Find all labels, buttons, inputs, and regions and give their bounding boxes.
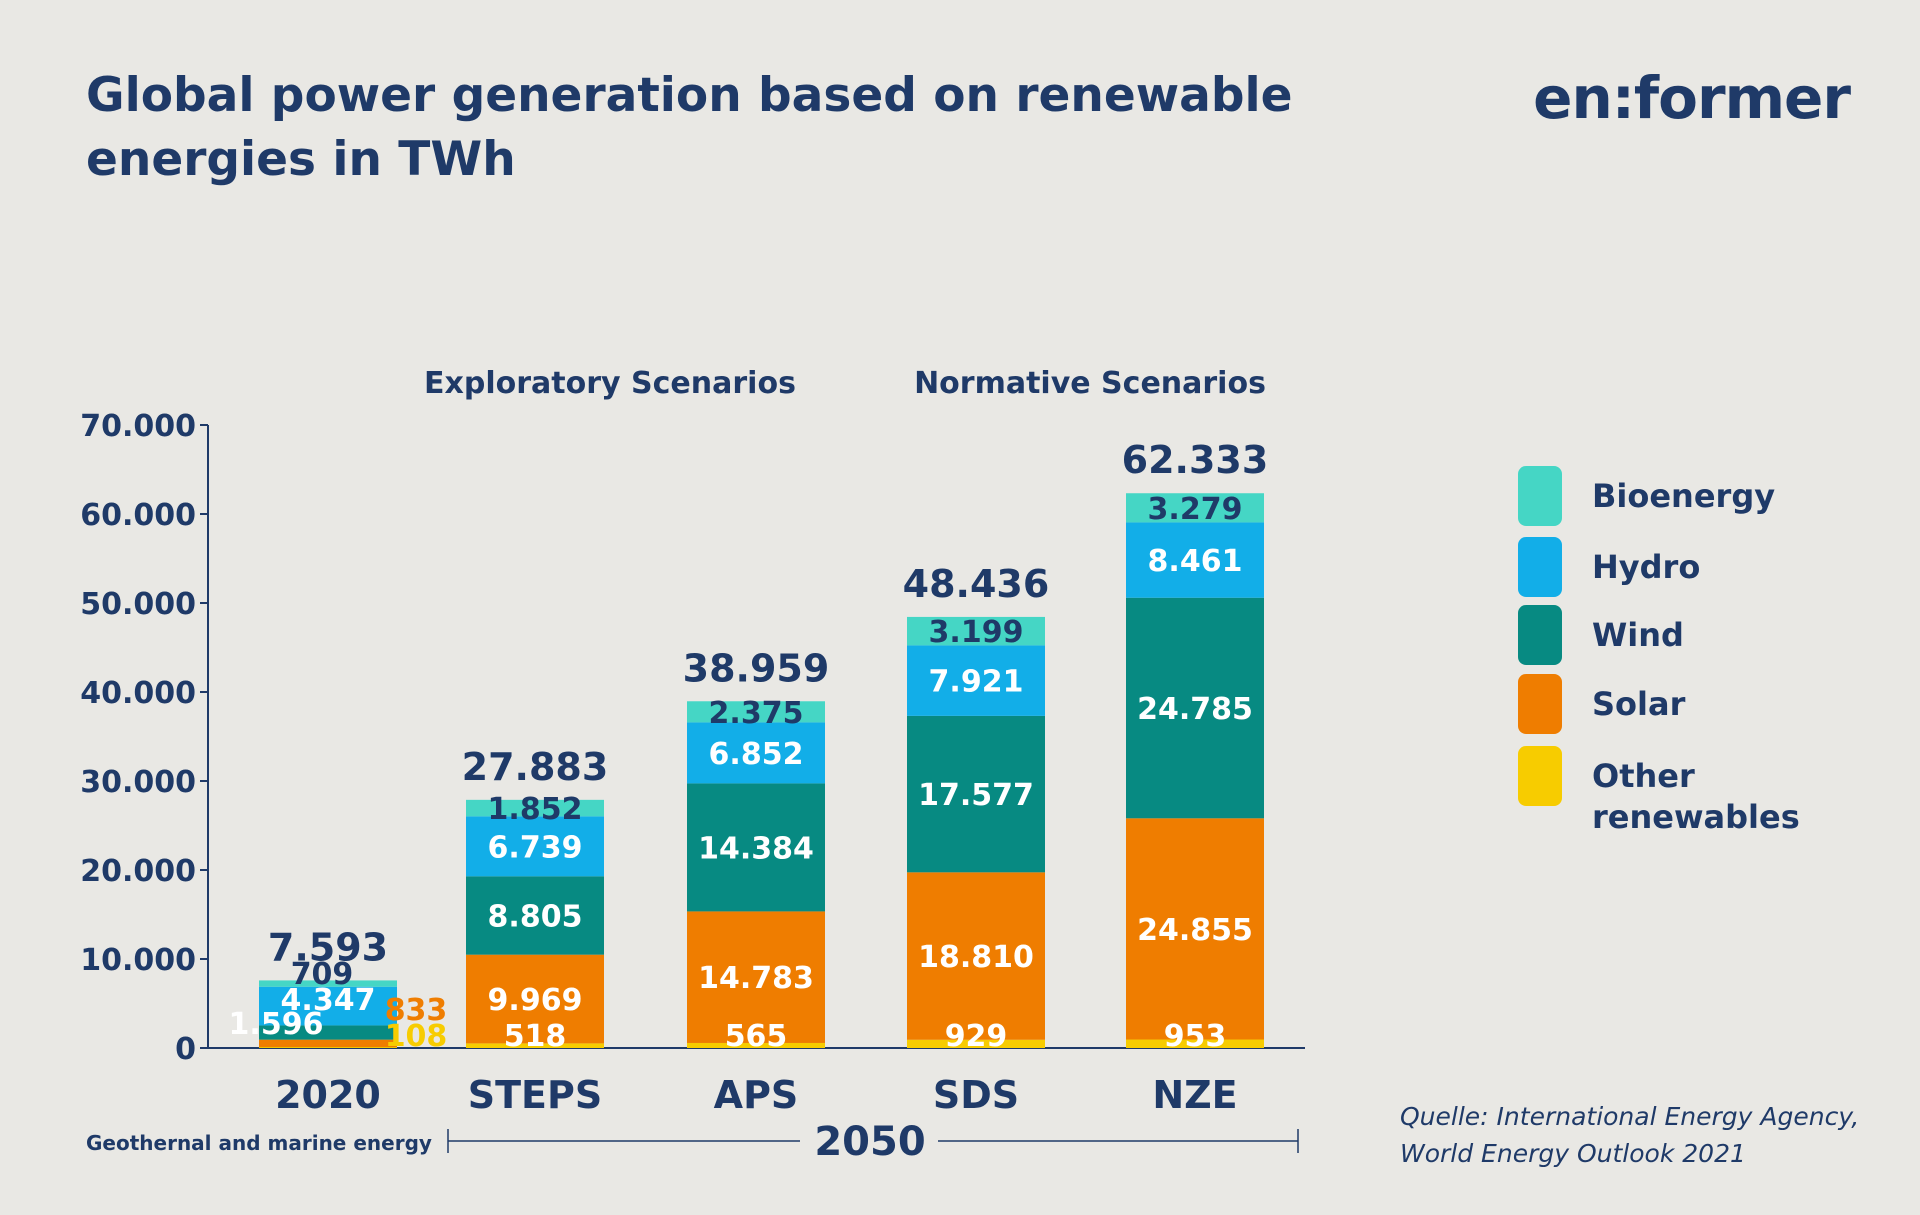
title-line-1: Global power generation based on renewab…	[86, 68, 1293, 123]
x-tick-label: SDS	[933, 1073, 1019, 1117]
segment-label-hydro: 4.347	[281, 983, 376, 1018]
legend-swatch-other	[1518, 746, 1562, 806]
bar-wind	[907, 715, 1045, 873]
segment-label-other-renewables: 108	[385, 1019, 448, 1054]
chart-title: Global power generation based on renewab…	[86, 64, 1306, 192]
segment-label-wind: 14.384	[698, 831, 814, 866]
segment-label-other-renewables: 929	[945, 1019, 1008, 1054]
segment-label-bioenergy: 2.375	[709, 696, 804, 731]
legend-swatch-solar	[1518, 674, 1562, 734]
y-tick-label: 30.000	[80, 765, 196, 800]
footnote: Geothernal and marine energy	[86, 1131, 432, 1155]
total-label: 62.333	[1122, 438, 1269, 482]
segment-label-bioenergy: 3.199	[929, 615, 1024, 650]
bar-hydro	[907, 645, 1045, 716]
bar-solar	[907, 872, 1045, 1040]
segment-label-solar: 833	[385, 993, 448, 1028]
bar-wind	[466, 876, 604, 955]
segment-label-solar: 9.969	[488, 983, 583, 1018]
enformer-logo: en:former	[1533, 64, 1851, 132]
bar-wind	[687, 783, 825, 912]
segment-label-wind: 24.785	[1137, 692, 1253, 727]
source-line-1: Quelle: International Energy Agency,	[1400, 1102, 1860, 1131]
x-tick-label: APS	[714, 1073, 799, 1117]
x-tick-label: 2020	[275, 1073, 381, 1117]
bar-solar	[687, 911, 825, 1043]
bar-solar	[466, 954, 604, 1044]
source-note: Quelle: International Energy Agency, Wor…	[1400, 1098, 1859, 1172]
segment-label-hydro: 6.852	[709, 737, 804, 772]
bar-hydro	[466, 816, 604, 877]
legend-swatch-hydro	[1518, 537, 1562, 597]
segment-label-solar: 24.855	[1137, 913, 1253, 948]
legend-label-other: Other renewables	[1592, 757, 1800, 836]
total-label: 38.959	[683, 646, 830, 690]
y-tick-label: 70.000	[80, 409, 196, 444]
segment-label-solar: 14.783	[698, 961, 814, 996]
bar-bioenergy	[687, 701, 825, 723]
segment-label-wind: 17.577	[918, 778, 1034, 813]
bar-hydro	[1126, 522, 1264, 598]
bar-other-renewables	[907, 1039, 1045, 1048]
segment-label-bioenergy: 1.852	[488, 792, 583, 827]
segment-label-bioenergy: 709	[291, 957, 354, 992]
segment-label-wind: 8.805	[488, 899, 583, 934]
bar-hydro	[259, 986, 397, 1026]
legend-swatch-wind	[1518, 605, 1562, 665]
legend-label-wind: Wind	[1592, 616, 1684, 654]
segment-label-hydro: 7.921	[929, 665, 1024, 700]
y-tick-label: 10.000	[80, 943, 196, 978]
segment-label-hydro: 6.739	[488, 830, 583, 865]
segment-label-solar: 18.810	[918, 940, 1034, 975]
y-tick-label: 50.000	[80, 587, 196, 622]
bar-solar	[259, 1039, 397, 1048]
segment-label-bioenergy: 3.279	[1148, 492, 1243, 527]
bar-other-renewables	[1126, 1039, 1264, 1048]
legend-label-solar: Solar	[1592, 685, 1686, 723]
bar-solar	[1126, 818, 1264, 1040]
segment-label-other-renewables: 565	[725, 1019, 788, 1054]
bar-hydro	[687, 722, 825, 784]
bar-bioenergy	[466, 799, 604, 817]
y-tick-label: 20.000	[80, 854, 196, 889]
segment-label-other-renewables: 518	[504, 1019, 567, 1054]
legend-label-bioenergy: Bioenergy	[1592, 477, 1776, 515]
y-tick-label: 60.000	[80, 498, 196, 533]
total-label: 48.436	[903, 562, 1050, 606]
x-tick-label: NZE	[1152, 1073, 1237, 1117]
bar-bioenergy	[907, 616, 1045, 646]
bar-bioenergy	[259, 980, 397, 987]
legend-label-hydro: Hydro	[1592, 548, 1701, 586]
segment-label-other-renewables: 953	[1164, 1019, 1227, 1054]
segment-label-wind: 1.596	[229, 1007, 324, 1042]
x-tick-label: STEPS	[468, 1073, 602, 1117]
bar-bioenergy	[1126, 493, 1264, 523]
title-line-2: energies in TWh	[86, 132, 516, 187]
scenario-group-label: Exploratory Scenarios	[424, 366, 796, 401]
source-line-2: World Energy Outlook 2021	[1400, 1139, 1746, 1168]
bar-wind	[1126, 597, 1264, 819]
bracket-label-2050: 2050	[814, 1119, 925, 1165]
bar-other-renewables	[259, 1047, 397, 1048]
segment-label-hydro: 8.461	[1148, 544, 1243, 579]
y-tick-label: 40.000	[80, 676, 196, 711]
scenario-group-label: Normative Scenarios	[914, 366, 1266, 401]
bar-other-renewables	[687, 1042, 825, 1048]
total-label: 7.593	[268, 925, 388, 969]
y-tick-label: 0	[175, 1032, 196, 1067]
total-label: 27.883	[462, 745, 609, 789]
bar-other-renewables	[466, 1043, 604, 1048]
bar-wind	[259, 1025, 397, 1040]
legend-swatch-bioenergy	[1518, 466, 1562, 526]
